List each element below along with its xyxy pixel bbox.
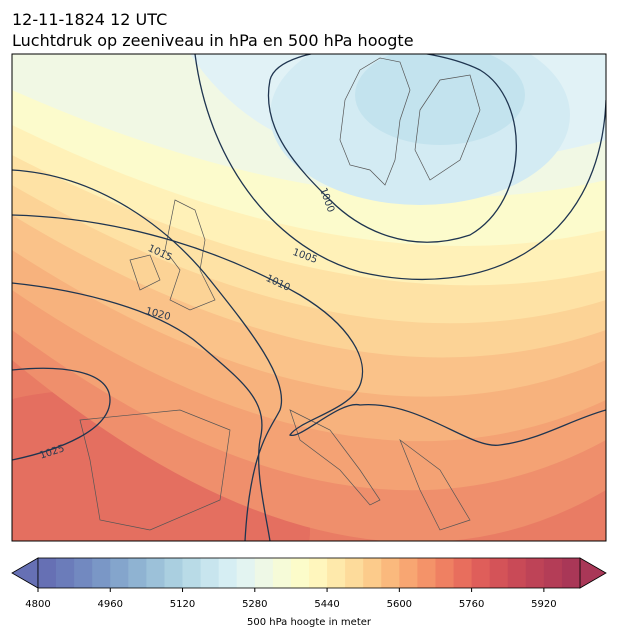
colorbar-frame [37,557,581,589]
colorbar-swatch [146,558,165,588]
tick-label: 4800 [25,599,50,610]
tick-label: 5280 [242,599,267,610]
colorbar-swatch [272,558,292,588]
colorbar-swatch [525,558,545,588]
colorbar-extend [11,557,39,589]
colorbar-swatch [489,558,509,588]
subtitle: Luchtdruk op zeeniveau in hPa en 500 hPa… [12,31,414,50]
colorbar-swatch [254,558,274,588]
colorbar-swatch [381,558,400,588]
colorbar-swatch [182,558,201,588]
colorbar-extend [579,557,607,589]
colorbar-swatch [327,558,346,588]
colorbar-swatch [200,558,220,588]
tick-label: 4960 [98,599,123,610]
map: 1000 1005 1010 1015 1020 1025 [12,54,606,541]
colorbar-swatch [92,558,111,588]
colorbar-swatch [471,558,491,588]
colorbar-swatch [110,558,129,588]
tick-label: 5120 [170,599,195,610]
colorbar-swatch [218,558,238,588]
colorbar-swatch [38,558,57,588]
colorbar-swatch [561,558,581,588]
colorbar: 4800 4960 5120 5280 5440 5600 5760 5920 [11,557,607,610]
colorbar-swatch [236,558,256,588]
colorbar-swatch [453,558,472,588]
colorbar-swatch [399,558,418,588]
colorbar-swatch [363,558,382,588]
tick-label: 5920 [531,599,556,610]
map-frame [11,53,607,542]
colorbar-swatch [345,558,364,588]
colorbar-swatch [543,558,563,588]
colorbar-swatch [56,558,75,588]
colorbar-swatch [435,558,454,588]
colorbar-swatch [417,558,436,588]
colorbar-swatch [128,558,147,588]
tick-label: 5440 [314,599,339,610]
tick-label: 5760 [459,599,484,610]
colorbar-swatch [74,558,93,588]
colorbar-label: 500 hPa hoogte in meter [247,617,372,628]
title: 12-11-1824 12 UTC [12,10,167,29]
colorbar-swatch [309,558,328,588]
colorbar-swatch [164,558,183,588]
colorbar-swatch [507,558,527,588]
colorbar-swatch [290,558,310,588]
tick-label: 5600 [387,599,412,610]
